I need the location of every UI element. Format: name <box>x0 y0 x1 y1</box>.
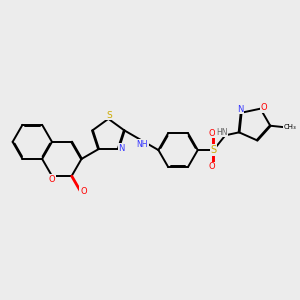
Text: HN: HN <box>216 128 227 137</box>
Text: N: N <box>237 105 243 114</box>
Text: O: O <box>261 103 267 112</box>
Text: S: S <box>106 111 112 120</box>
Text: NH: NH <box>136 140 148 149</box>
Text: N: N <box>118 144 125 153</box>
Text: CH₃: CH₃ <box>284 124 296 130</box>
Text: S: S <box>210 145 217 155</box>
Text: O: O <box>208 129 215 138</box>
Text: O: O <box>49 175 55 184</box>
Text: O: O <box>208 162 215 171</box>
Text: O: O <box>80 187 87 196</box>
